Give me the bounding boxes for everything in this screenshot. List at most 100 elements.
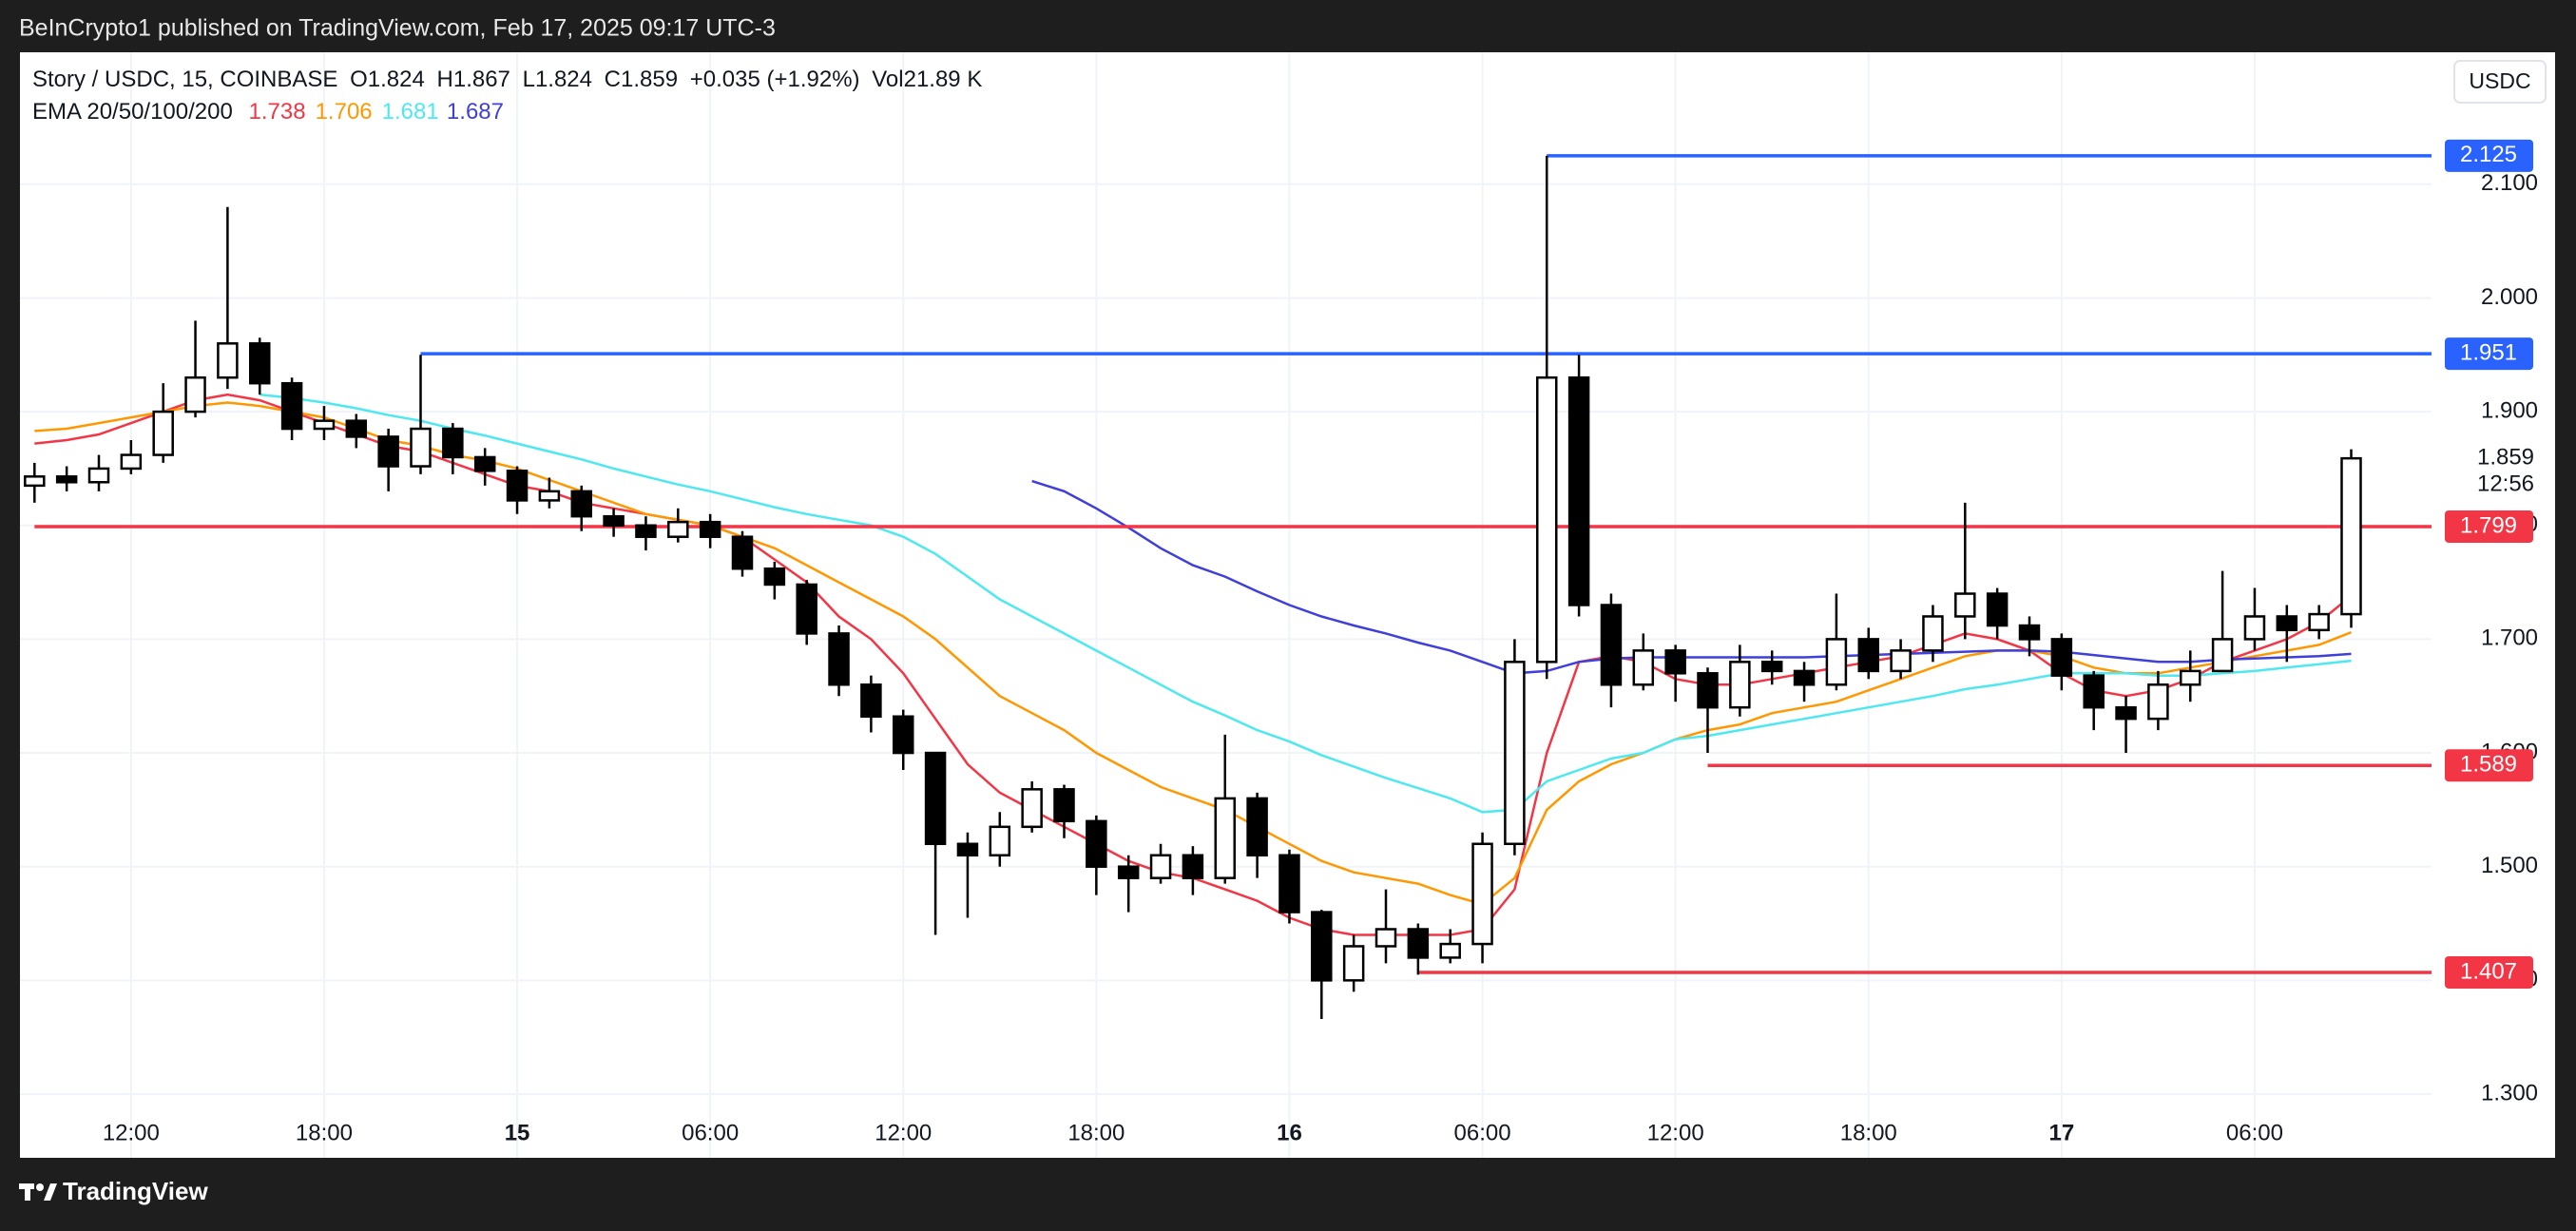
low-label: L	[523, 67, 535, 92]
level-label-box	[2445, 337, 2533, 371]
candle-body	[2276, 615, 2298, 632]
publisher-line: BeInCrypto1 published on TradingView.com…	[19, 15, 776, 42]
x-tick-label: 17	[2048, 1120, 2074, 1145]
candle-body	[1697, 672, 1719, 709]
y-tick-label: 1.900	[2481, 397, 2538, 423]
candle-body	[538, 490, 561, 502]
candle-body	[1375, 928, 1397, 948]
candle-body	[410, 427, 432, 468]
candle-body	[1342, 945, 1365, 982]
candle-body	[2243, 615, 2266, 641]
change: +0.035 (+1.92%)	[690, 67, 860, 92]
level-label: 1.407	[2460, 958, 2517, 984]
candle-body	[1922, 615, 1944, 652]
candle-body	[1407, 928, 1430, 959]
candle-body	[1890, 649, 1912, 673]
ema-value: 1.687	[447, 99, 504, 125]
x-tick-label: 15	[505, 1120, 530, 1145]
candle-body	[731, 535, 754, 570]
ema-value: 1.706	[316, 99, 373, 125]
logo-part	[44, 1183, 57, 1201]
candle-body	[217, 342, 239, 379]
candle-body	[1857, 638, 1879, 673]
level-label-box	[2445, 749, 2533, 782]
volume-value: 21.89 K	[904, 67, 983, 92]
candle-body	[313, 419, 336, 431]
x-tick-label: 06:00	[1454, 1120, 1511, 1145]
candle-body	[860, 683, 882, 719]
x-tick-label: 12:00	[875, 1120, 932, 1145]
candle-body	[1567, 375, 1590, 606]
candle-body	[2115, 705, 2137, 721]
candle-body	[1600, 604, 1623, 686]
currency-button[interactable]	[2453, 60, 2547, 104]
candle-body	[2180, 669, 2201, 686]
candle-body	[1760, 661, 1783, 673]
volume-label: Vol	[872, 67, 903, 92]
candle-body	[280, 381, 303, 431]
x-tick-label: 18:00	[1067, 1120, 1125, 1145]
candle-body	[1149, 854, 1172, 879]
candle-body	[667, 520, 689, 538]
candle-body	[152, 410, 174, 456]
ema-line	[260, 393, 2352, 814]
candle-body	[893, 715, 914, 755]
ema-legend: EMA 20/50/100/200 1.738 1.706 1.681 1.687	[32, 99, 504, 125]
candle-body	[989, 825, 1011, 856]
candle-body	[1246, 797, 1268, 856]
y-tick-label: 1.300	[2481, 1080, 2538, 1106]
ema-value: 1.681	[382, 99, 439, 125]
high-value: 1.867	[453, 67, 510, 92]
candle-body	[1021, 788, 1043, 829]
candle-body	[1053, 788, 1075, 823]
close-label: C	[605, 67, 621, 92]
candle-body	[442, 427, 464, 459]
candle-body	[635, 524, 657, 538]
x-tick-label: 12:00	[1647, 1120, 1704, 1145]
x-tick-label: 18:00	[1840, 1120, 1897, 1145]
candle-body	[345, 419, 368, 438]
candle-body	[1471, 842, 1493, 946]
currency[interactable]: USDC	[2469, 68, 2530, 93]
price-axis: 1.3001.4001.5001.6001.7001.8001.9002.000…	[103, 52, 2555, 1158]
y-tick-label: 2.000	[2481, 284, 2538, 310]
candle-body	[1954, 592, 1976, 618]
candle-body	[1311, 911, 1333, 982]
candle-body	[1439, 942, 1461, 959]
candle-body	[2340, 456, 2362, 616]
candle-body	[1536, 375, 1558, 664]
x-tick-label: 18:00	[296, 1120, 353, 1145]
level-label: 1.799	[2460, 512, 2517, 538]
candle-body	[184, 375, 206, 414]
candle-body	[1729, 661, 1751, 709]
low-value: 1.824	[535, 67, 592, 92]
candle-body	[2147, 683, 2169, 721]
x-tick-label: 12:00	[103, 1120, 160, 1145]
candle-body	[1504, 661, 1526, 846]
candle-body	[763, 567, 786, 587]
close-value: 1.859	[621, 67, 678, 92]
candle-body	[1793, 669, 1816, 686]
x-tick-label: 06:00	[682, 1120, 739, 1145]
candle-body	[2308, 612, 2330, 632]
candle-body	[1632, 649, 1655, 686]
symbol: Story / USDC, 15, COINBASE	[32, 67, 337, 92]
level-label-box	[2445, 139, 2533, 172]
candle-body	[473, 455, 496, 472]
high-label: H	[437, 67, 453, 92]
logo-part	[36, 1183, 44, 1191]
candle-body	[1278, 854, 1300, 914]
candle-body	[377, 435, 399, 468]
candle-body	[603, 514, 625, 527]
candle-body	[55, 475, 78, 484]
level-label: 1.589	[2460, 752, 2517, 778]
countdown: 12:56	[2477, 471, 2534, 496]
x-tick-label: 06:00	[2226, 1120, 2283, 1145]
candle-body	[2050, 638, 2073, 677]
y-tick-label: 1.700	[2481, 625, 2538, 651]
level-label: 2.125	[2460, 142, 2517, 167]
candle-body	[570, 490, 592, 518]
candle-body	[506, 470, 529, 502]
